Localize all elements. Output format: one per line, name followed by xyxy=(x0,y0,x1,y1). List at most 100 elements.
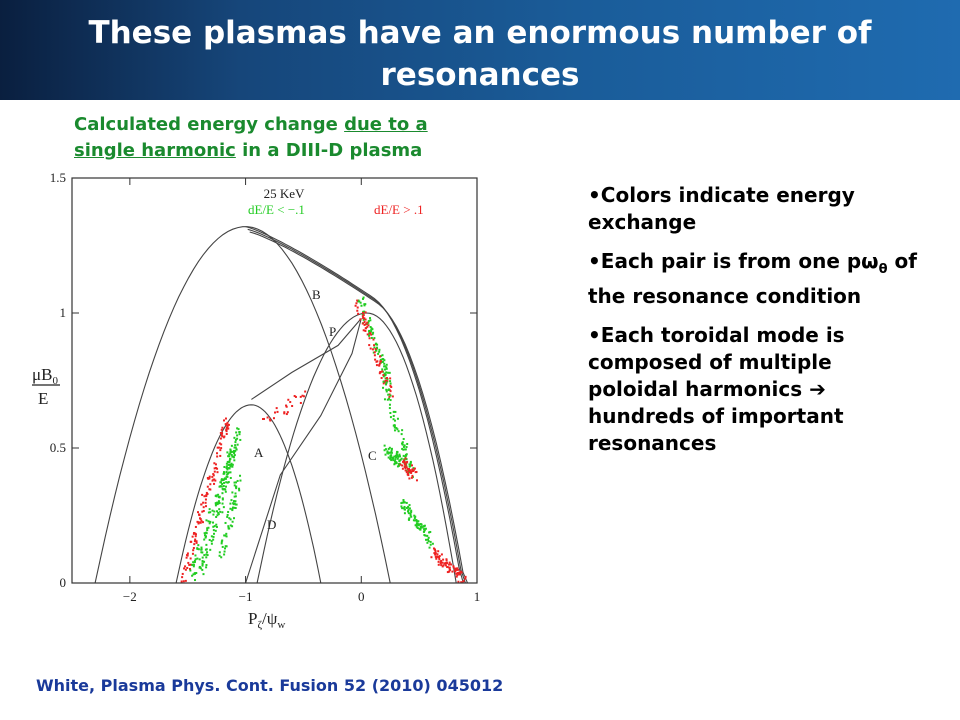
bullet-item: •Each pair is from one pωθ of the resona… xyxy=(588,249,917,308)
red-resonance-point xyxy=(460,571,463,574)
red-resonance-point xyxy=(189,557,192,560)
red-resonance-point xyxy=(356,306,359,309)
green-resonance-point xyxy=(396,457,399,460)
green-resonance-point xyxy=(203,554,206,557)
red-resonance-point xyxy=(293,394,296,397)
red-resonance-point xyxy=(439,562,442,565)
green-resonance-point xyxy=(233,517,236,520)
bullet-text-post: of the resonance condition xyxy=(588,249,917,308)
green-resonance-point xyxy=(409,464,412,467)
green-resonance-point xyxy=(403,501,406,504)
green-resonance-point xyxy=(225,475,228,478)
green-resonance-point xyxy=(213,510,216,513)
green-resonance-point xyxy=(226,460,229,463)
red-resonance-point xyxy=(445,561,448,564)
green-resonance-point xyxy=(229,452,232,455)
green-resonance-point xyxy=(220,556,223,559)
green-resonance-point xyxy=(225,462,228,465)
green-resonance-point xyxy=(239,474,242,477)
green-resonance-point xyxy=(392,410,395,413)
red-resonance-point xyxy=(213,467,216,470)
green-resonance-point xyxy=(223,465,226,468)
green-resonance-point xyxy=(218,485,221,488)
green-resonance-point xyxy=(425,538,428,541)
red-resonance-point xyxy=(442,564,445,567)
green-resonance-point xyxy=(208,522,211,525)
red-resonance-point xyxy=(299,395,302,398)
green-resonance-point xyxy=(221,545,224,548)
green-resonance-point xyxy=(201,560,204,563)
green-resonance-point xyxy=(218,495,221,498)
green-resonance-point xyxy=(385,390,388,393)
red-resonance-point xyxy=(180,580,183,583)
green-resonance-point xyxy=(229,471,232,474)
green-resonance-point xyxy=(235,503,238,506)
theta-subscript: θ xyxy=(878,262,888,277)
red-resonance-point xyxy=(373,351,376,354)
red-resonance-point xyxy=(226,421,229,424)
green-resonance-point xyxy=(231,525,234,528)
red-resonance-point xyxy=(464,577,467,580)
red-resonance-point xyxy=(376,360,379,363)
red-resonance-point xyxy=(366,321,369,324)
red-resonance-point xyxy=(361,311,364,314)
green-resonance-point xyxy=(231,508,234,511)
red-resonance-point xyxy=(266,416,269,419)
green-resonance-point xyxy=(211,509,214,512)
green-resonance-point xyxy=(373,346,376,349)
red-resonance-point xyxy=(227,427,230,430)
green-resonance-point xyxy=(200,548,203,551)
green-resonance-point xyxy=(239,438,242,441)
green-resonance-point xyxy=(208,538,211,541)
green-resonance-point xyxy=(373,337,376,340)
green-resonance-point xyxy=(220,481,223,484)
green-resonance-point xyxy=(205,566,208,569)
green-resonance-point xyxy=(194,579,197,582)
bullet-item: •Each toroidal mode is composed of multi… xyxy=(588,323,845,455)
green-resonance-point xyxy=(397,455,400,458)
red-resonance-point xyxy=(227,423,230,426)
green-resonance-point xyxy=(405,454,408,457)
red-resonance-point xyxy=(368,337,371,340)
red-resonance-point xyxy=(405,471,408,474)
red-resonance-point xyxy=(283,411,286,414)
green-resonance-point xyxy=(361,313,364,316)
green-resonance-point xyxy=(390,447,393,450)
green-resonance-point xyxy=(201,568,204,571)
green-resonance-point xyxy=(393,460,396,463)
passing-boundary-curve xyxy=(249,231,472,584)
green-resonance-point xyxy=(226,451,229,454)
green-resonance-point xyxy=(223,478,226,481)
red-resonance-point xyxy=(375,364,378,367)
green-resonance-point xyxy=(383,398,386,401)
green-resonance-point xyxy=(407,508,410,511)
resonance-curves xyxy=(94,226,472,584)
red-resonance-point xyxy=(430,556,433,559)
green-resonance-point xyxy=(233,502,236,505)
y-tick-label: 0 xyxy=(60,575,67,590)
green-resonance-point xyxy=(227,510,230,513)
region-label-b: B xyxy=(312,287,321,302)
x-tick-label: −1 xyxy=(239,589,253,604)
passing-boundary-curve xyxy=(245,226,468,584)
red-resonance-point xyxy=(301,394,304,397)
red-resonance-point xyxy=(369,347,372,350)
green-resonance-point xyxy=(381,354,384,357)
omega-symbol: ω xyxy=(861,249,879,273)
red-resonance-point xyxy=(186,552,189,555)
green-resonance-point xyxy=(215,510,218,513)
green-resonance-point xyxy=(204,536,207,539)
red-resonance-point xyxy=(410,464,413,467)
red-resonance-point xyxy=(209,488,212,491)
green-resonance-point xyxy=(424,527,427,530)
green-resonance-point xyxy=(202,573,205,576)
green-resonance-point xyxy=(392,459,395,462)
green-resonance-point xyxy=(192,563,195,566)
red-resonance-point xyxy=(213,470,216,473)
ylabel-den: E xyxy=(38,389,48,408)
red-resonance-point xyxy=(379,360,382,363)
red-resonance-point xyxy=(452,566,455,569)
red-resonance-point xyxy=(364,323,367,326)
red-resonance-point xyxy=(181,572,184,575)
red-resonance-point xyxy=(406,473,409,476)
